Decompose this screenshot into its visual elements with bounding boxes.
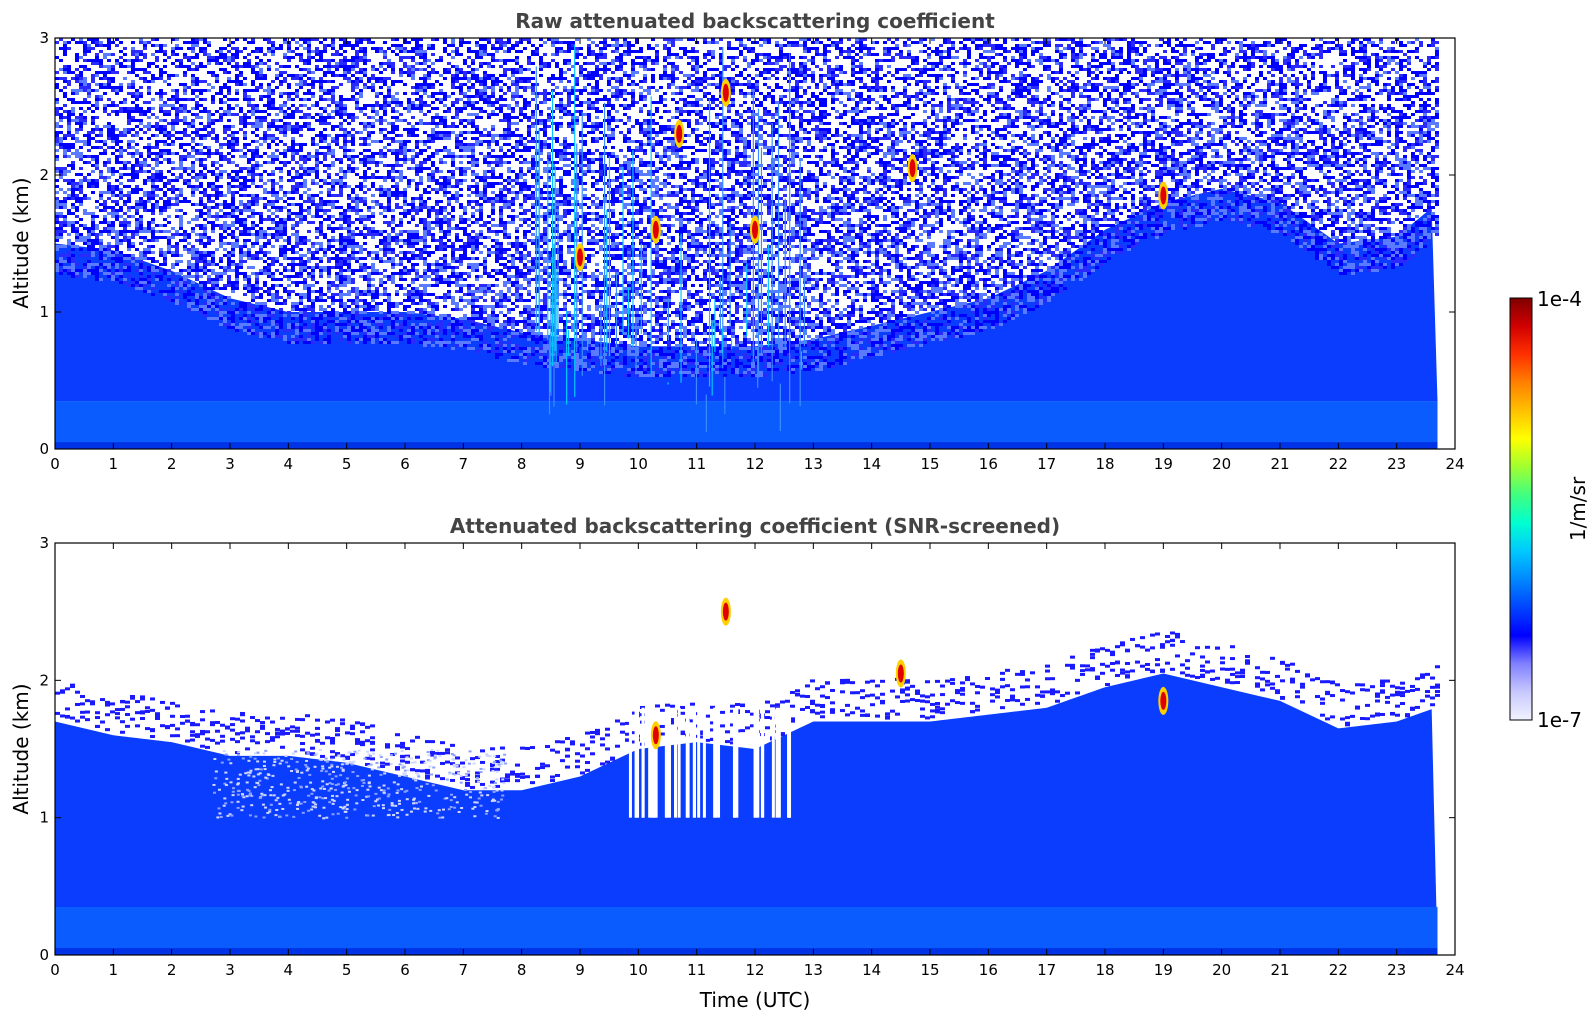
colorbar-max-label: 1e-4 xyxy=(1537,287,1582,311)
screened-x-tick-label-22: 22 xyxy=(1329,961,1348,979)
raw-x-tick-label-2: 2 xyxy=(167,455,177,473)
raw-y-tick-label-2: 2 xyxy=(39,166,49,184)
raw-strong-return-core-4 xyxy=(752,220,758,239)
raw-x-tick-label-3: 3 xyxy=(225,455,235,473)
colorbar-gradient xyxy=(1509,297,1533,721)
screened-x-tick-label-23: 23 xyxy=(1387,961,1406,979)
screened-x-tick-label-17: 17 xyxy=(1037,961,1056,979)
raw-x-tick-label-4: 4 xyxy=(284,455,294,473)
screened-y-tick-label-1: 1 xyxy=(39,809,49,827)
screened-x-tick-label-5: 5 xyxy=(342,961,352,979)
screened-x-tick-label-0: 0 xyxy=(50,961,60,979)
screened-strong-return-core-0 xyxy=(652,726,659,745)
screened-x-tick-label-15: 15 xyxy=(920,961,939,979)
screened-x-tick-label-2: 2 xyxy=(167,961,177,979)
screened-x-tick-label-8: 8 xyxy=(517,961,527,979)
screened-x-tick-label-1: 1 xyxy=(109,961,119,979)
screened-x-tick-label-13: 13 xyxy=(804,961,823,979)
raw-panel-title: Raw attenuated backscattering coefficien… xyxy=(515,9,995,33)
raw-y-axis-label: Altitude (km) xyxy=(9,177,33,308)
raw-strong-return-core-5 xyxy=(909,159,916,178)
raw-x-tick-label-10: 10 xyxy=(629,455,648,473)
raw-x-tick-label-22: 22 xyxy=(1329,455,1348,473)
colorbar-min-label: 1e-7 xyxy=(1537,708,1582,732)
raw-strong-return-core-2 xyxy=(676,124,683,143)
screened-strong-return-core-3 xyxy=(1160,691,1167,710)
x-axis-label: Time (UTC) xyxy=(699,988,811,1012)
screened-x-tick-label-10: 10 xyxy=(629,961,648,979)
raw-heatmap xyxy=(55,38,1439,449)
screened-y-axis: 0 1 2 3 xyxy=(39,534,1455,964)
raw-x-tick-label-17: 17 xyxy=(1037,455,1056,473)
raw-x-tick-label-8: 8 xyxy=(517,455,527,473)
colorbar-title: 1/m/sr xyxy=(1566,476,1590,541)
raw-panel: Raw attenuated backscattering coefficien… xyxy=(9,9,1465,473)
screened-x-tick-label-21: 21 xyxy=(1270,961,1289,979)
screened-strong-return-core-2 xyxy=(897,664,904,683)
raw-x-tick-label-5: 5 xyxy=(342,455,352,473)
screened-x-tick-label-4: 4 xyxy=(284,961,294,979)
raw-x-tick-label-7: 7 xyxy=(459,455,469,473)
raw-strong-return-core-6 xyxy=(1160,186,1167,205)
screened-heatmap xyxy=(55,597,1440,955)
screened-strong-return-core-1 xyxy=(722,602,729,621)
screened-x-tick-label-3: 3 xyxy=(225,961,235,979)
raw-x-tick-label-9: 9 xyxy=(575,455,585,473)
raw-x-tick-label-20: 20 xyxy=(1212,455,1231,473)
raw-y-tick-label-3: 3 xyxy=(39,29,49,47)
screened-y-axis-label: Altitude (km) xyxy=(9,683,33,814)
screened-x-tick-label-6: 6 xyxy=(400,961,410,979)
raw-x-tick-label-1: 1 xyxy=(109,455,119,473)
screened-x-tick-label-14: 14 xyxy=(862,961,881,979)
screened-y-tick-label-2: 2 xyxy=(39,671,49,689)
raw-x-tick-label-13: 13 xyxy=(804,455,823,473)
raw-x-tick-label-18: 18 xyxy=(1095,455,1114,473)
screened-x-tick-label-19: 19 xyxy=(1154,961,1173,979)
raw-x-tick-label-21: 21 xyxy=(1270,455,1289,473)
raw-x-tick-label-11: 11 xyxy=(687,455,706,473)
screened-panel: Attenuated backscattering coefficient (S… xyxy=(9,514,1465,1012)
raw-x-tick-label-16: 16 xyxy=(979,455,998,473)
raw-strong-return-core-1 xyxy=(652,220,659,239)
screened-x-tick-label-9: 9 xyxy=(575,961,585,979)
screened-x-tick-label-16: 16 xyxy=(979,961,998,979)
raw-strong-return-core-3 xyxy=(722,83,729,102)
screened-x-tick-label-11: 11 xyxy=(687,961,706,979)
screened-panel-title: Attenuated backscattering coefficient (S… xyxy=(450,514,1060,538)
screened-x-tick-label-7: 7 xyxy=(459,961,469,979)
screened-x-tick-label-12: 12 xyxy=(745,961,764,979)
raw-x-tick-label-14: 14 xyxy=(862,455,881,473)
raw-x-tick-label-15: 15 xyxy=(920,455,939,473)
screened-x-tick-label-24: 24 xyxy=(1445,961,1464,979)
raw-x-tick-label-23: 23 xyxy=(1387,455,1406,473)
raw-y-axis: 0 1 2 3 xyxy=(39,29,1455,458)
raw-x-axis: 0 1 2 3 4 5 6 7 8 9 10 11 12 13 14 15 16 17 18 19 20 21 22 23 24 xyxy=(50,38,1465,473)
screened-x-tick-label-18: 18 xyxy=(1095,961,1114,979)
raw-x-tick-label-12: 12 xyxy=(745,455,764,473)
raw-x-tick-label-24: 24 xyxy=(1445,455,1464,473)
raw-x-tick-label-0: 0 xyxy=(50,455,60,473)
screened-y-tick-label-3: 3 xyxy=(39,534,49,552)
colorbar: 1e-4 1e-7 1/m/sr xyxy=(1509,287,1590,732)
raw-y-tick-label-1: 1 xyxy=(39,303,49,321)
raw-y-tick-label-0: 0 xyxy=(39,440,49,458)
screened-x-tick-label-20: 20 xyxy=(1212,961,1231,979)
raw-x-tick-label-19: 19 xyxy=(1154,455,1173,473)
screened-x-axis: 0 1 2 3 4 5 6 7 8 9 10 11 12 13 14 15 16 17 18 19 20 21 22 23 24 xyxy=(50,543,1465,979)
screened-y-tick-label-0: 0 xyxy=(39,946,49,964)
raw-x-tick-label-6: 6 xyxy=(400,455,410,473)
raw-strong-return-core-0 xyxy=(577,248,583,267)
